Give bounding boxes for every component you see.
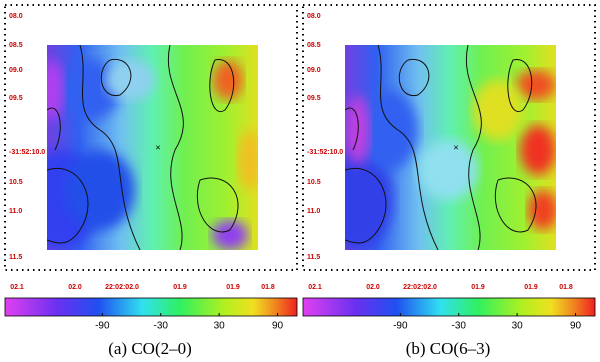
x-tick-label: 02.1	[308, 284, 322, 291]
contour	[345, 167, 387, 244]
x-tick-label: 01.9	[471, 284, 485, 291]
x-tick-label: 01.9	[226, 284, 240, 291]
y-tick-label: 11.0	[307, 208, 320, 215]
x-tick-label: 01.8	[559, 284, 573, 291]
map-blob	[213, 60, 243, 100]
y-tick-label: 08.5	[307, 42, 321, 49]
y-tick-label: 10.5	[307, 179, 321, 186]
y-tick-label: 11.5	[9, 254, 22, 261]
map-blob	[60, 60, 120, 120]
map-blob	[520, 125, 556, 175]
map-blob	[418, 140, 478, 200]
contour	[398, 58, 430, 96]
y-tick-label: 09.0	[9, 67, 23, 74]
y-tick-label: 08.5	[9, 42, 23, 49]
contour	[494, 177, 537, 233]
y-tick-label: 11.5	[307, 254, 320, 261]
map: ×	[345, 45, 556, 250]
x-tick-label: 01.9	[524, 284, 538, 291]
marker: ×	[453, 142, 458, 152]
y-tick-label: -31:52:10.0	[9, 149, 45, 156]
x-tick-label: 02.1	[10, 284, 24, 291]
y-tick-label: 08.0	[307, 13, 321, 20]
map-blob	[358, 90, 418, 170]
frame	[4, 4, 298, 271]
y-tick-label: -31:52:10.0	[307, 149, 343, 156]
x-tick-label: 02.0	[68, 284, 82, 291]
contour	[100, 58, 132, 96]
contour	[507, 59, 533, 113]
colorbar-tick-label: -30	[154, 321, 169, 332]
x-tick-label: 22:02:02.0	[403, 284, 437, 291]
map-blob	[65, 150, 135, 230]
contour	[47, 107, 61, 151]
contour	[345, 107, 359, 151]
map: ×	[47, 45, 258, 250]
colorbar-tick-label: 90	[570, 321, 582, 332]
colorbar-tick-label: -90	[393, 321, 408, 332]
marker: ×	[155, 142, 160, 152]
contour	[47, 167, 89, 244]
contour	[209, 59, 235, 113]
x-tick-label: 01.9	[173, 284, 187, 291]
frame	[302, 4, 596, 271]
caption: (a) CO(2–0)	[108, 339, 192, 358]
contour	[79, 45, 141, 250]
y-tick-label: 09.5	[9, 95, 23, 102]
colorbar-tick-label: 30	[214, 321, 226, 332]
contour	[167, 45, 184, 250]
contour	[196, 177, 239, 233]
colorbar-tick-label: -30	[452, 321, 467, 332]
colorbar	[4, 297, 298, 317]
map-blob	[516, 70, 556, 100]
map-blob	[47, 60, 64, 120]
y-tick-label: 08.0	[9, 13, 23, 20]
colorbar-tick-label: 30	[512, 321, 524, 332]
y-tick-label: 09.5	[307, 95, 321, 102]
panel: × 08.0 08.5 09.0 09.5 -31:52:10.0 10.5 11.0 11.5…	[302, 4, 596, 358]
x-tick-label: 02.0	[366, 284, 380, 291]
contour	[465, 45, 482, 250]
x-tick-label: 01.8	[261, 284, 275, 291]
map-blob	[473, 80, 523, 140]
panel: × 08.0 08.5 09.0 09.5 -31:52:10.0 10.5 11.0 11.5…	[4, 4, 298, 358]
map-blob	[238, 130, 258, 190]
colorbar-tick-label: 90	[272, 321, 284, 332]
map-blob	[528, 190, 556, 230]
x-tick-label: 22:02:02.0	[105, 284, 139, 291]
contour	[377, 45, 439, 250]
y-tick-label: 11.0	[9, 208, 22, 215]
colorbar-tick-label: -90	[95, 321, 110, 332]
colorbar	[302, 297, 596, 317]
y-tick-label: 10.5	[9, 179, 23, 186]
y-tick-label: 09.0	[307, 67, 321, 74]
caption: (b) CO(6–3)	[406, 339, 491, 358]
map-blob	[212, 220, 248, 250]
